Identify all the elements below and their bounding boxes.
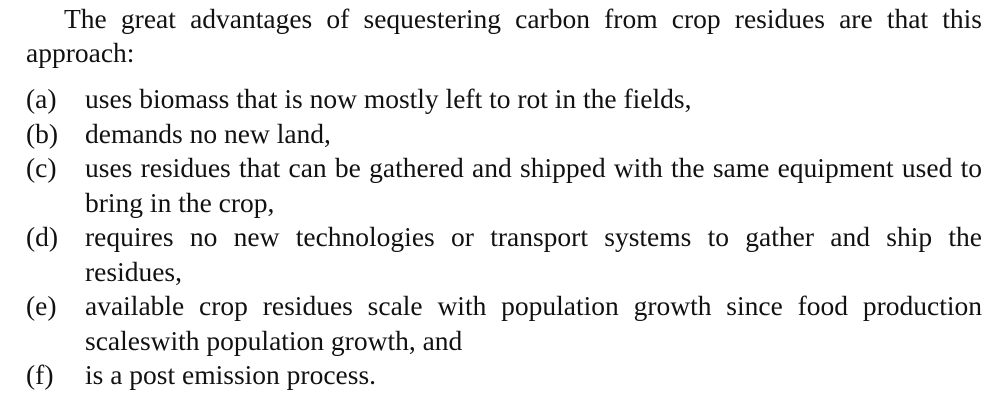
list-item-d: (d) requires no new technologies or tran… [26, 220, 982, 289]
list-item-text: available crop residues scale with popul… [85, 290, 982, 356]
list-marker: (e) [26, 290, 57, 321]
list-item-a: (a) uses biomass that is now mostly left… [26, 82, 982, 117]
list-item-e: (e) available crop residues scale with p… [26, 289, 982, 358]
list-item-text: demands no new land, [85, 117, 331, 149]
list-marker: (c) [26, 152, 57, 183]
list-marker: (a) [26, 83, 57, 114]
list-item-text: uses residues that can be gathered and s… [85, 152, 982, 218]
intro-paragraph: The great advantages of sequestering car… [26, 3, 982, 68]
list-item-text: requires no new technologies or transpor… [85, 221, 982, 287]
list-item-text: uses biomass that is now mostly left to … [85, 83, 692, 114]
list-item-b: (b) demands no new land, [26, 117, 982, 152]
list-marker: (d) [26, 221, 59, 252]
list-item-c: (c) uses residues that can be gathered a… [26, 151, 982, 220]
list-item-text: is a post emission process. [85, 359, 377, 390]
list-marker: (f) [26, 359, 54, 390]
list-marker: (b) [26, 117, 59, 149]
advantages-list: (a) uses biomass that is now mostly left… [26, 82, 982, 393]
list-item-f: (f) is a post emission process. [26, 358, 982, 393]
